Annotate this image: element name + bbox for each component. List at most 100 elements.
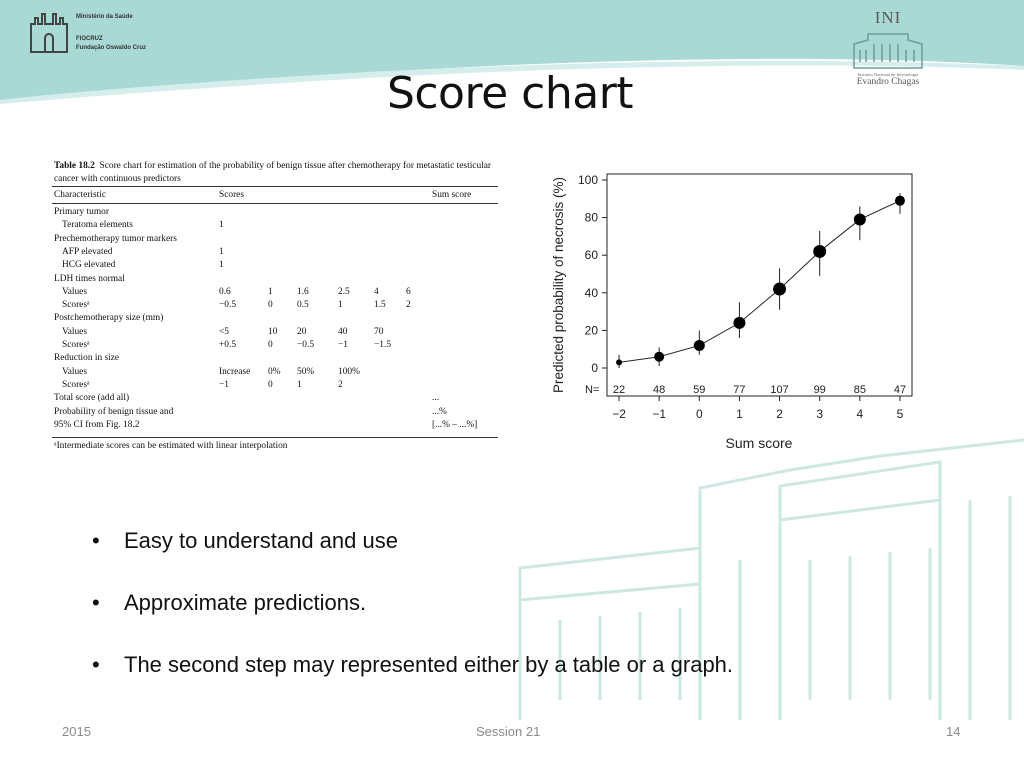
data-point: [813, 244, 827, 258]
data-point: [733, 316, 746, 329]
x-tick-label: 0: [696, 407, 703, 421]
y-tick-label: 80: [585, 211, 599, 225]
header-sum-score: Sum score: [432, 190, 472, 200]
ini-institute: Instituto Nacional de Infectologia: [857, 72, 919, 77]
table-row-label: Total score (add all): [54, 393, 130, 404]
y-tick-label: 60: [585, 248, 599, 262]
n-value: 59: [693, 384, 705, 396]
y-axis-label: Predicted probability of necrosis (%): [551, 177, 566, 393]
table-cell: 40: [338, 326, 348, 337]
table-row-label: Teratoma elements: [62, 220, 133, 231]
x-tick-label: 2: [776, 407, 783, 421]
table-row-label: 95% CI from Fig. 18.2: [54, 419, 140, 430]
table-row-label: Primary tumor: [54, 207, 109, 217]
building-watermark: [518, 438, 1024, 720]
footer-session: Session 21: [476, 724, 541, 739]
score-table: Table 18.2 Score chart for estimation of…: [52, 158, 500, 456]
x-tick-label: 3: [816, 407, 823, 421]
table-cell: −0.5: [297, 340, 315, 350]
table-row-label: Postchemotherapy size (mm): [54, 313, 164, 324]
header-scores: Scores: [219, 190, 244, 200]
table-cell: 0: [268, 379, 273, 390]
table-cell: −1.5: [374, 340, 392, 350]
series-line: [618, 200, 901, 363]
table-cell: 4: [374, 286, 379, 297]
bullet-text: The second step may represented either b…: [124, 652, 734, 677]
table-cell: 10: [268, 326, 278, 337]
table-sum-cell: ...%: [432, 406, 447, 417]
necrosis-chart: 0 20 40 60 80 100 −2 −1 0 1 2 3 4 5 Sum score Predicted…: [551, 173, 913, 451]
table-sum-cell: [...% – ...%]: [432, 419, 478, 430]
table-rule-top: [52, 186, 498, 187]
bullet-item: • Easy to understand and use: [92, 528, 398, 554]
data-point: [773, 282, 787, 296]
ini-logo: INI Instituto Nacional de Infectologia E…: [846, 8, 930, 87]
table-row-label: LDH times normal: [54, 273, 125, 284]
n-value: 99: [814, 384, 826, 396]
table-cell: −0.5: [219, 300, 237, 311]
table-rule-header: [52, 203, 498, 204]
data-point: [894, 195, 905, 206]
table-cell: Increase: [219, 366, 251, 377]
table-cell: 1: [219, 246, 224, 257]
table-cell: 2: [338, 379, 343, 390]
n-value: 22: [613, 384, 625, 396]
n-value: 107: [770, 384, 788, 396]
table-cell: 0: [268, 300, 273, 311]
bullet-symbol: •: [92, 652, 100, 677]
table-sum-cell: ...: [432, 393, 440, 404]
table-cell: 2.5: [338, 286, 350, 297]
ini-abbr: INI: [874, 8, 902, 27]
table-row-label: HCG elevated: [62, 260, 116, 271]
table-caption-text: Score chart for estimation of the probab…: [54, 161, 492, 184]
table-cell: 1: [338, 300, 343, 311]
n-value: 77: [733, 384, 745, 396]
bullet-item: • Approximate predictions.: [92, 590, 366, 616]
table-cell: 1.6: [297, 286, 309, 297]
bullet-text: Approximate predictions.: [124, 590, 367, 615]
table-rule-bottom: [52, 437, 498, 438]
table-cell: 0.5: [297, 300, 309, 311]
n-value: 47: [894, 384, 906, 396]
table-cell: 0.6: [219, 286, 231, 297]
table-caption: Table 18.2 Score chart for estimation of…: [54, 160, 498, 185]
table-row-label: Prechemotherapy tumor markers: [54, 233, 177, 244]
ministry-label: Ministério da Saúde: [76, 14, 133, 20]
castle-icon: [30, 13, 68, 53]
table-cell: 1: [297, 379, 302, 390]
table-row-label: Values: [62, 286, 87, 297]
foundation-label: Fundação Oswaldo Cruz: [76, 45, 147, 51]
data-point: [654, 351, 665, 362]
table-cell: 1: [219, 220, 224, 231]
table-cell: −1: [219, 379, 229, 390]
ini-name: Evandro Chagas: [856, 77, 920, 87]
x-tick-label: −2: [612, 407, 626, 421]
table-cell: 0%: [268, 366, 281, 377]
table-cell: 20: [297, 326, 307, 337]
table-cell: 0: [268, 340, 273, 350]
table-cell: 100%: [338, 366, 360, 377]
data-point: [853, 213, 866, 226]
fiocruz-logo: Ministério da Saúde FIOCRUZ Fundação Osw…: [28, 10, 168, 60]
table-row-label: Values: [62, 326, 87, 337]
header-characteristic: Characteristic: [54, 190, 107, 200]
table-cell: 1: [219, 260, 224, 271]
table-cell: 6: [406, 286, 411, 297]
bullet-symbol: •: [92, 528, 100, 553]
y-tick-label: 40: [585, 286, 599, 300]
n-label: N=: [585, 384, 599, 396]
x-tick-label: 1: [736, 407, 743, 421]
bullet-symbol: •: [92, 590, 100, 615]
table-cell: +0.5: [219, 340, 237, 350]
slide-title: Score chart: [386, 68, 634, 119]
table-cell: −1: [338, 340, 348, 350]
header-band: [0, 0, 1024, 100]
n-value: 48: [653, 384, 665, 396]
y-tick-label: 0: [591, 361, 598, 375]
y-tick-label: 100: [578, 173, 598, 187]
fiocruz-label: FIOCRUZ: [76, 36, 103, 42]
building-icon: [853, 33, 923, 69]
y-tick-label: 20: [585, 323, 599, 337]
table-row-label: AFP elevated: [62, 246, 113, 257]
table-cell: 1: [268, 286, 273, 297]
